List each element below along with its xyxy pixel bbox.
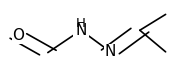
Text: N: N bbox=[75, 23, 87, 38]
Text: N: N bbox=[105, 44, 116, 59]
FancyBboxPatch shape bbox=[105, 44, 116, 60]
FancyBboxPatch shape bbox=[11, 28, 25, 44]
Text: O: O bbox=[12, 29, 24, 43]
Text: H: H bbox=[76, 17, 86, 30]
FancyBboxPatch shape bbox=[73, 18, 89, 43]
